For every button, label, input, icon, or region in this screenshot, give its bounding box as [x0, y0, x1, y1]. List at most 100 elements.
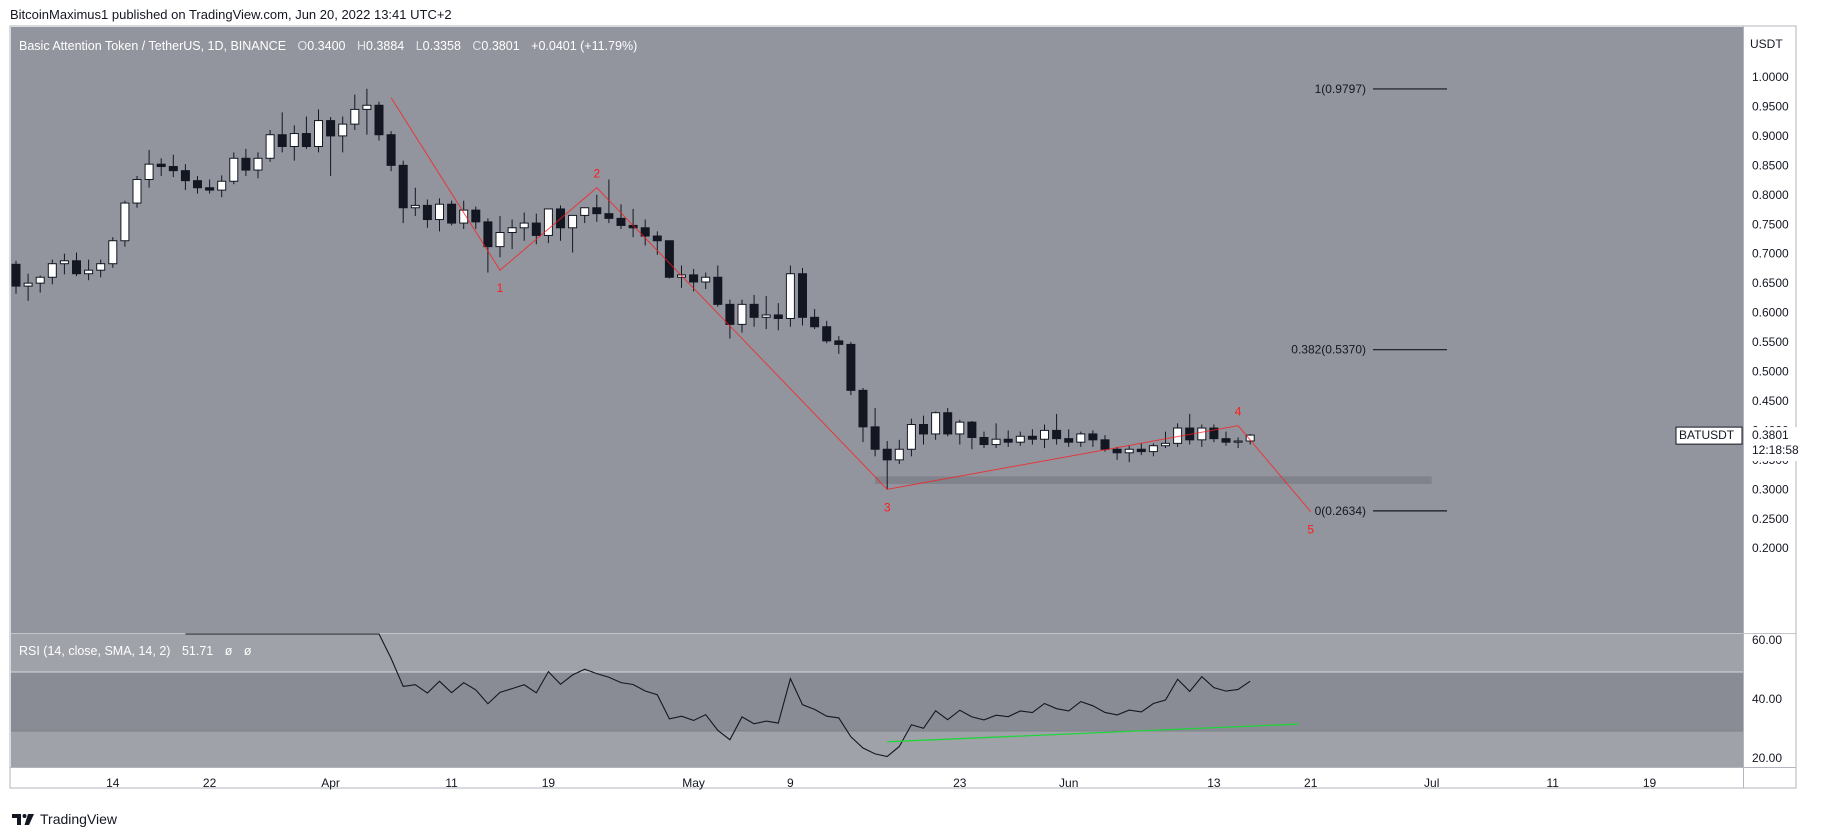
candle: [132, 175, 142, 208]
candle: [1221, 431, 1231, 446]
y-tick-label: 0.5500: [1752, 335, 1789, 349]
x-tick-label: 11: [1546, 776, 1559, 790]
y-tick-label: 0.8500: [1752, 158, 1789, 172]
wave-label: 2: [593, 167, 600, 181]
time-axis[interactable]: 14 22 Apr 11 19 May 9 23 Jun 13 21 Jul 11 19: [106, 776, 1656, 790]
y-tick-label: 0.6000: [1752, 306, 1789, 320]
candle: [955, 419, 965, 445]
candle: [1003, 430, 1013, 447]
candles: [11, 88, 1255, 490]
candle: [979, 431, 989, 449]
candle: [604, 179, 614, 224]
candle: [495, 216, 505, 258]
candle: [1100, 435, 1110, 452]
candle: [217, 175, 227, 198]
wave-label: 4: [1235, 405, 1242, 419]
candle: [1233, 437, 1243, 449]
candle: [1209, 424, 1219, 443]
candle: [156, 158, 166, 176]
rsi-title: RSI (14, close, SMA, 14, 2): [19, 644, 170, 658]
candle: [906, 418, 916, 457]
candle: [289, 125, 299, 161]
candle: [374, 101, 384, 141]
y-tick-label: 0.6500: [1752, 276, 1789, 290]
candle: [422, 199, 432, 228]
y-tick-label: 0.7000: [1752, 247, 1789, 261]
candle: [168, 154, 178, 178]
legend-symbol: Basic Attention Token / TetherUS, 1D, BI…: [19, 39, 286, 53]
candle: [23, 273, 33, 301]
candle: [459, 200, 469, 229]
x-tick-label: 22: [203, 776, 217, 790]
candle: [1112, 446, 1122, 460]
x-tick-label: Jul: [1424, 776, 1439, 790]
axis-currency: USDT: [1750, 37, 1783, 51]
candle: [991, 423, 1001, 449]
y-tick-label: 0.3000: [1752, 482, 1789, 496]
candle: [701, 272, 711, 290]
candle: [568, 214, 578, 253]
tradingview-footer[interactable]: TradingView: [12, 811, 117, 827]
candle: [1015, 431, 1025, 446]
candle: [943, 408, 953, 437]
last-price-tag: BATUSDT 0.3801 12:18:58: [1675, 426, 1799, 462]
support-zone: [875, 476, 1432, 484]
candle: [72, 252, 81, 277]
rsi-legend: RSI (14, close, SMA, 14, 2) 51.71 ø ø: [19, 644, 252, 658]
candle: [507, 219, 517, 249]
candle: [616, 204, 626, 229]
x-tick-label: May: [682, 776, 705, 790]
candle: [1148, 443, 1158, 457]
wave-path: [390, 97, 1312, 513]
candle: [398, 160, 408, 224]
chart-frame: [9, 25, 1797, 789]
candle: [253, 152, 263, 179]
legend: Basic Attention Token / TetherUS, 1D, BI…: [19, 39, 637, 53]
candle: [931, 411, 941, 440]
candle: [1064, 429, 1074, 447]
wave-label: 1: [497, 281, 504, 295]
candle: [725, 299, 735, 339]
price-axis[interactable]: USDT 1.0000 0.9500 0.9000 0.8500 0.8000 0.750…: [1750, 37, 1789, 555]
x-tick-label: 14: [106, 776, 120, 790]
publisher-header: BitcoinMaximus1 published on TradingView…: [10, 7, 452, 22]
candle: [314, 109, 323, 153]
y-tick-label: 1.0000: [1752, 70, 1789, 84]
candle: [1245, 433, 1255, 445]
candle: [350, 94, 360, 131]
rsi-value: 51.71: [182, 644, 213, 658]
candle: [144, 150, 154, 188]
candle: [1040, 424, 1049, 449]
candle: [301, 116, 311, 149]
candle: [967, 420, 977, 450]
candle: [798, 267, 807, 326]
candle: [483, 218, 493, 273]
legend-low: 0.3358: [423, 39, 461, 53]
candle: [471, 206, 481, 229]
candle: [447, 200, 457, 226]
tradingview-logo-icon: [12, 814, 34, 825]
y-tick-label: 0.8000: [1752, 188, 1789, 202]
tradingview-brand: TradingView: [40, 811, 118, 827]
candle: [810, 309, 820, 330]
candle: [1161, 431, 1170, 449]
rsi-tick-label: 40.00: [1752, 692, 1782, 706]
wave-label: 5: [1307, 523, 1314, 537]
fib-level-label: 0(0.2634): [1315, 504, 1366, 518]
candle: [277, 112, 287, 153]
price-pane: [11, 27, 1743, 633]
candle: [1076, 431, 1086, 447]
y-tick-label: 0.4500: [1752, 394, 1789, 408]
x-tick-label: 13: [1207, 776, 1221, 790]
candle: [205, 179, 215, 194]
x-tick-label: 21: [1304, 776, 1318, 790]
candle: [592, 194, 602, 222]
legend-close: 0.3801: [481, 39, 519, 53]
candle: [11, 260, 21, 294]
candle: [834, 336, 844, 354]
candle: [435, 198, 444, 232]
candle: [882, 441, 892, 490]
candle: [1027, 429, 1037, 445]
rsi-band: [11, 672, 1743, 731]
